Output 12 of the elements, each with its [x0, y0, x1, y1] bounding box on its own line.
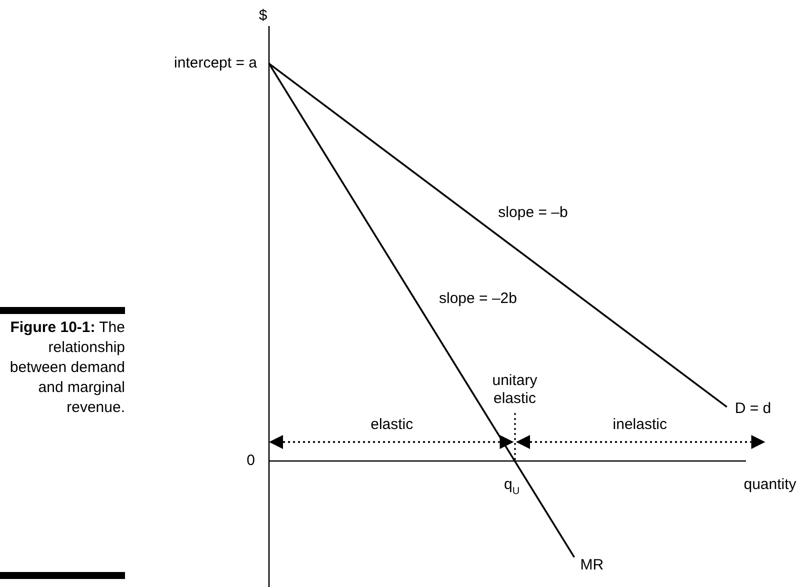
- annotation: inelastic: [612, 416, 668, 434]
- annotation: unitary elastic: [492, 372, 538, 408]
- caption: Figure 10-1: The relationship between demand and marginal revenue.: [8, 318, 125, 418]
- annotation: D = d: [734, 400, 772, 418]
- annotation: elastic: [370, 416, 414, 434]
- text: 0: [246, 452, 255, 470]
- annotation: MR: [580, 556, 604, 574]
- x-axis-title: quantity: [744, 476, 797, 494]
- annotation: slope = –2b: [439, 290, 517, 308]
- annotation: slope = –b: [498, 204, 568, 222]
- text: intercept = a: [174, 54, 258, 72]
- y-axis-title: $: [258, 7, 268, 24]
